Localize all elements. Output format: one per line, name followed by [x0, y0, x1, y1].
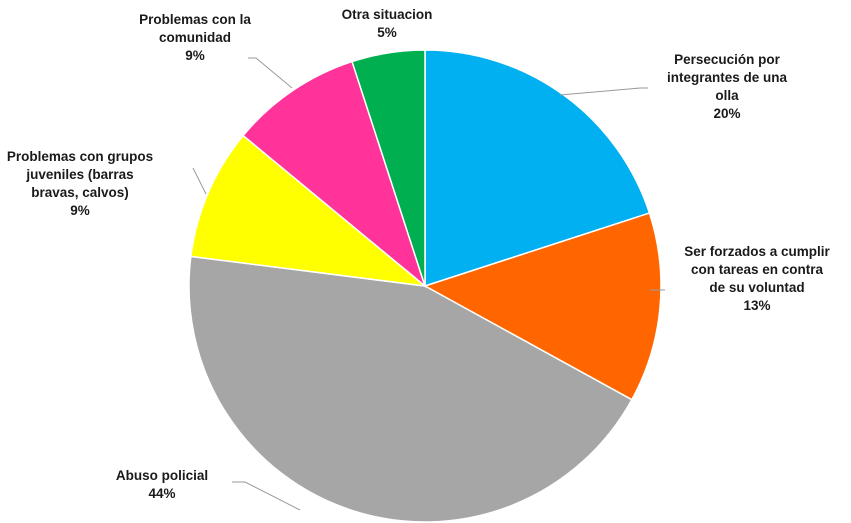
category-label: comunidad [159, 30, 231, 45]
leader-line-comunidad [248, 57, 293, 89]
value-label: 20% [713, 106, 740, 121]
value-label: 5% [377, 25, 397, 40]
category-label: Ser forzados a cumplir [684, 244, 830, 259]
category-label: con tareas en contra [691, 262, 824, 277]
pie-slice-otra-situacion [351, 49, 426, 287]
category-label: Abuso policial [116, 468, 208, 483]
data-label-comunidad: Problemas con la comunidad 9% [139, 12, 251, 63]
pie-slice-abuso-policial [188, 255, 633, 523]
category-label: Otra situacion [342, 7, 433, 22]
category-label: Problemas con la [139, 12, 251, 27]
pie-slice-comunidad [242, 60, 427, 289]
category-label: juveniles (barras [25, 167, 133, 182]
category-label: integrantes de una [667, 70, 788, 85]
pie-slice-grupos-juveniles [190, 134, 428, 288]
leader-lines [192, 57, 665, 511]
value-label: 9% [70, 203, 90, 218]
category-label: olla [715, 88, 739, 103]
value-label: 9% [185, 48, 205, 63]
category-label: Problemas con grupos [7, 149, 153, 164]
leader-line-abuso-policial [232, 481, 301, 511]
data-label-forzados: Ser forzados a cumplir con tareas en cont… [684, 244, 830, 313]
data-label-otra-situacion: Otra situacion 5% [342, 7, 433, 40]
value-label: 13% [743, 298, 770, 313]
data-labels: Persecución por integrantes de una olla 20%… [7, 7, 831, 501]
leader-line-persecucion [559, 87, 648, 96]
leader-line-grupos-juveniles [192, 167, 207, 195]
pie-slice-forzados [423, 212, 662, 401]
data-label-grupos-juveniles: Problemas con grupos juveniles (barras bra… [7, 149, 153, 218]
value-label: 44% [148, 486, 175, 501]
data-label-persecucion: Persecución por integrantes de una olla 20% [667, 52, 788, 121]
data-label-abuso-policial: Abuso policial 44% [116, 468, 208, 501]
category-label: de su voluntad [709, 280, 804, 295]
pie-slices [188, 49, 662, 523]
category-label: bravas, calvos) [31, 185, 129, 200]
category-label: Persecución por [674, 52, 781, 67]
